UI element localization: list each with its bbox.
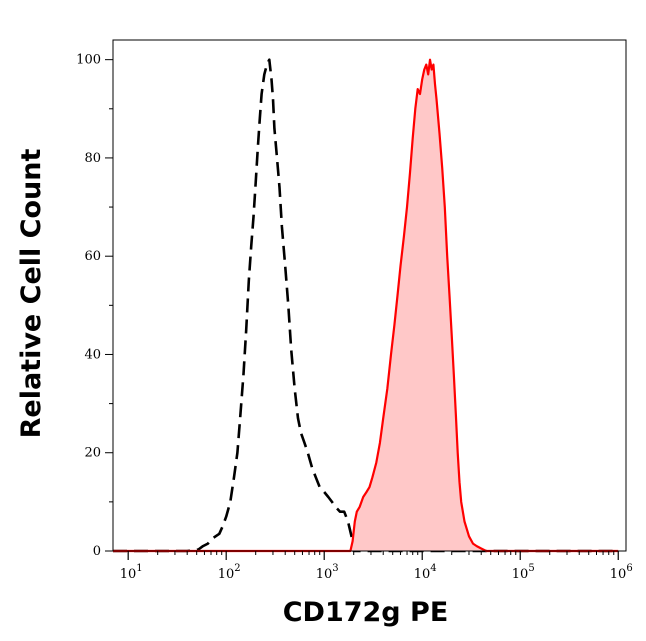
stained-histogram-fill (113, 59, 619, 551)
axis-layer (105, 59, 619, 560)
x-axis-title: CD172g PE (283, 597, 449, 628)
y-axis-title: Relative Cell Count (16, 149, 47, 439)
stained-histogram-line (113, 58, 619, 553)
series-layer (113, 58, 619, 553)
y-tick-label: 40 (84, 347, 101, 362)
control-histogram-line (113, 58, 619, 553)
y-tick-label: 20 (84, 446, 101, 461)
x-tick-label: 101 (120, 563, 143, 582)
plot-frame (112, 39, 627, 552)
x-tick-label: 103 (316, 563, 339, 582)
x-tick-label: 106 (610, 563, 633, 582)
y-tick-label: 0 (93, 544, 101, 559)
x-tick-label: 102 (218, 563, 241, 582)
y-tick-label: 100 (76, 53, 101, 68)
x-tick-label: 105 (512, 563, 535, 582)
x-tick-label: 104 (414, 563, 437, 582)
y-tick-label: 60 (84, 249, 101, 264)
y-tick-label: 80 (84, 151, 101, 166)
tick-layer: 0 20 40 60 80 100 101 102 103 104 105 106 (76, 53, 633, 582)
